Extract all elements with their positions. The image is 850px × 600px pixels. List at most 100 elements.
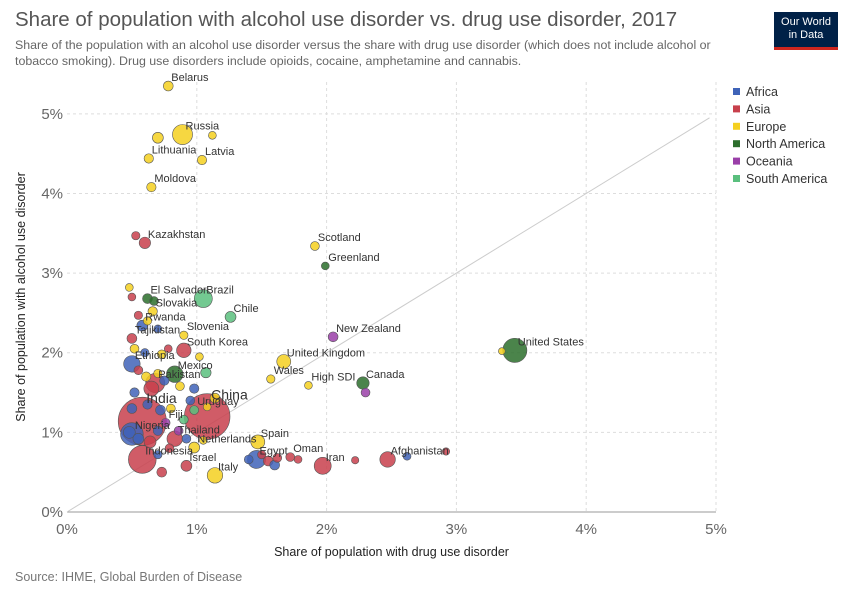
data-point bbox=[143, 380, 160, 397]
data-point bbox=[498, 347, 506, 355]
point-label: Indonesia bbox=[145, 445, 194, 457]
point-label: China bbox=[211, 386, 248, 402]
legend-swatch bbox=[733, 175, 740, 182]
point-label: Afghanistan bbox=[391, 445, 449, 457]
data-point bbox=[131, 231, 141, 241]
data-point bbox=[179, 330, 189, 340]
data-point bbox=[206, 467, 224, 484]
data-point bbox=[402, 452, 412, 461]
point-label: Israel bbox=[189, 452, 216, 464]
point-label: Lithuania bbox=[152, 144, 198, 156]
x-tick-label: 1% bbox=[186, 521, 208, 538]
data-point bbox=[209, 392, 221, 404]
data-point bbox=[164, 344, 173, 353]
data-point bbox=[351, 456, 360, 465]
point-label: Netherlands bbox=[197, 434, 257, 446]
point-label: Scotland bbox=[318, 232, 361, 244]
point-label: Ethiopia bbox=[135, 350, 176, 362]
legend-swatch bbox=[733, 140, 740, 148]
point-label: Uruguay bbox=[197, 396, 239, 408]
data-point bbox=[250, 434, 266, 450]
data-point bbox=[266, 374, 276, 384]
point-label: Wales bbox=[274, 365, 305, 377]
legend-label: South America bbox=[746, 172, 827, 186]
point-label: New Zealand bbox=[336, 323, 401, 335]
owid-logo[interactable]: Our World in Data bbox=[774, 12, 838, 50]
point-label: Tajikistan bbox=[135, 324, 180, 336]
x-tick-label: 4% bbox=[575, 521, 597, 538]
y-tick-label: 0% bbox=[41, 504, 63, 521]
data-point bbox=[146, 182, 157, 193]
data-point bbox=[195, 352, 204, 361]
data-points bbox=[117, 80, 528, 484]
legend-swatch bbox=[733, 122, 740, 130]
x-axis-title: Share of population with drug use disord… bbox=[274, 545, 509, 559]
data-point bbox=[189, 383, 200, 394]
y-tick-label: 3% bbox=[41, 265, 63, 282]
point-label: Slovakia bbox=[156, 297, 198, 309]
legend[interactable]: Africa Asia Europe North America Oceania Sout… bbox=[733, 85, 827, 186]
data-point bbox=[243, 454, 254, 465]
point-label: El Salvador bbox=[150, 285, 207, 297]
data-point bbox=[142, 399, 153, 410]
x-tick-label: 0% bbox=[56, 521, 78, 538]
y-tick-label: 1% bbox=[41, 424, 63, 441]
legend-swatch bbox=[733, 88, 740, 95]
point-label: Greenland bbox=[328, 252, 379, 264]
legend-label: Europe bbox=[746, 120, 786, 134]
legend-label: Asia bbox=[746, 102, 770, 116]
point-label: Mexico bbox=[178, 360, 213, 372]
point-labels: Belarus Russia Lithuania Latvia Moldova Kazak… bbox=[135, 72, 584, 473]
data-point bbox=[132, 432, 145, 445]
data-point bbox=[138, 236, 151, 249]
data-point bbox=[208, 131, 217, 140]
legend-swatch bbox=[733, 157, 740, 165]
data-point bbox=[379, 451, 396, 468]
point-label: Thailand bbox=[178, 425, 220, 437]
legend-label: Africa bbox=[746, 85, 778, 99]
data-point bbox=[304, 381, 313, 390]
point-label: Russia bbox=[186, 121, 221, 133]
point-label: Chile bbox=[234, 303, 259, 315]
data-point bbox=[127, 292, 137, 302]
data-point bbox=[153, 368, 163, 378]
data-point bbox=[153, 324, 163, 334]
data-point bbox=[173, 426, 184, 436]
point-label: Nigeria bbox=[135, 420, 171, 432]
legend-label: Oceania bbox=[746, 155, 793, 169]
data-point bbox=[166, 403, 176, 414]
data-point bbox=[157, 349, 167, 360]
y-axis-title: Share of population with alcohol use dis… bbox=[14, 172, 28, 421]
data-point bbox=[123, 426, 136, 439]
point-label: Brazil bbox=[206, 285, 234, 297]
point-label: Spain bbox=[261, 428, 289, 440]
data-point bbox=[257, 450, 267, 460]
x-tick-label: 5% bbox=[705, 521, 727, 538]
data-point bbox=[442, 447, 450, 456]
data-point bbox=[196, 155, 207, 166]
point-label: United Kingdom bbox=[287, 348, 365, 360]
data-point bbox=[128, 445, 157, 474]
logo-line2: in Data bbox=[788, 29, 824, 41]
point-label: Rwanda bbox=[145, 312, 186, 324]
data-point bbox=[129, 387, 140, 398]
data-point bbox=[143, 153, 154, 164]
data-point bbox=[166, 365, 184, 383]
legend-swatch bbox=[733, 105, 740, 113]
data-point bbox=[155, 404, 166, 416]
data-point bbox=[152, 425, 163, 436]
point-label: Fiji bbox=[169, 409, 183, 421]
x-tick-label: 2% bbox=[316, 521, 338, 538]
data-point bbox=[179, 414, 189, 425]
logo-line1: Our World bbox=[781, 16, 831, 28]
legend-label: North America bbox=[746, 137, 825, 151]
data-point bbox=[327, 331, 339, 343]
data-point bbox=[160, 418, 171, 428]
point-label: Pakistan bbox=[158, 369, 200, 381]
data-point bbox=[140, 348, 150, 358]
data-point bbox=[313, 456, 332, 475]
data-point bbox=[200, 367, 212, 379]
point-label: Egypt bbox=[260, 445, 288, 457]
data-point bbox=[293, 455, 303, 464]
